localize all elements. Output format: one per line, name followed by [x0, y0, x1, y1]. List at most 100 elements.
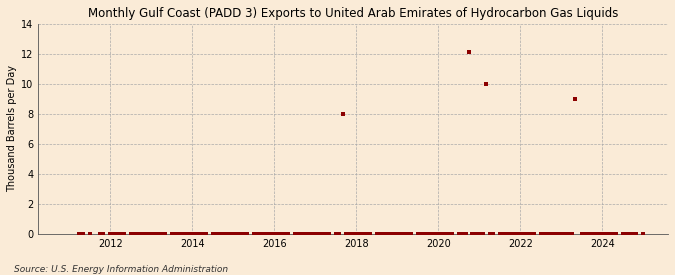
Point [269, 232, 279, 236]
Point [169, 232, 180, 236]
Point [433, 232, 443, 236]
Point [402, 232, 413, 236]
Point [443, 232, 454, 236]
Point [238, 232, 249, 236]
Point [348, 232, 358, 236]
Point [553, 232, 564, 236]
Point [406, 232, 416, 236]
Point [385, 232, 396, 236]
Point [74, 232, 85, 236]
Point [395, 232, 406, 236]
Point [354, 232, 365, 236]
Point [259, 232, 269, 236]
Point [317, 232, 327, 236]
Point [399, 232, 410, 236]
Point [590, 232, 601, 236]
Point [177, 232, 188, 236]
Point [426, 232, 437, 236]
Point [611, 232, 622, 236]
Point [197, 232, 208, 236]
Y-axis label: Thousand Barrels per Day: Thousand Barrels per Day [7, 65, 17, 192]
Point [252, 232, 263, 236]
Point [173, 232, 184, 236]
Point [341, 232, 352, 236]
Point [549, 232, 560, 236]
Point [539, 232, 549, 236]
Title: Monthly Gulf Coast (PADD 3) Exports to United Arab Emirates of Hydrocarbon Gas L: Monthly Gulf Coast (PADD 3) Exports to U… [88, 7, 618, 20]
Point [184, 232, 194, 236]
Point [467, 232, 478, 236]
Point [77, 232, 88, 236]
Point [440, 232, 451, 236]
Point [379, 232, 389, 236]
Point [282, 232, 293, 236]
Point [638, 232, 649, 236]
Point [255, 232, 266, 236]
Point [136, 232, 146, 236]
Point [487, 232, 498, 236]
Point [248, 232, 259, 236]
Point [344, 232, 354, 236]
Point [484, 232, 495, 236]
Point [522, 232, 533, 236]
Point [149, 232, 160, 236]
Point [95, 232, 105, 236]
Point [604, 232, 615, 236]
Point [159, 232, 170, 236]
Point [187, 232, 198, 236]
Point [416, 232, 427, 236]
Point [272, 232, 283, 236]
Point [470, 232, 481, 236]
Point [576, 232, 587, 236]
Point [111, 232, 122, 236]
Point [320, 232, 331, 236]
Point [525, 232, 536, 236]
Point [381, 232, 392, 236]
Point [115, 232, 126, 236]
Point [194, 232, 205, 236]
Point [436, 232, 447, 236]
Point [474, 232, 485, 236]
Point [139, 232, 150, 236]
Text: Source: U.S. Energy Information Administration: Source: U.S. Energy Information Administ… [14, 265, 227, 274]
Point [214, 232, 225, 236]
Point [597, 232, 608, 236]
Point [279, 232, 290, 236]
Point [454, 232, 464, 236]
Point [190, 232, 201, 236]
Point [262, 232, 273, 236]
Point [293, 232, 304, 236]
Point [358, 232, 369, 236]
Point [361, 232, 372, 236]
Point [518, 232, 529, 236]
Point [608, 232, 618, 236]
Point [211, 232, 221, 236]
Point [108, 232, 119, 236]
Point [631, 232, 642, 236]
Point [313, 232, 324, 236]
Point [477, 232, 488, 236]
Point [221, 232, 232, 236]
Point [412, 232, 423, 236]
Point [126, 232, 136, 236]
Point [460, 232, 471, 236]
Point [535, 232, 546, 236]
Point [300, 232, 310, 236]
Point [481, 82, 491, 86]
Point [231, 232, 242, 236]
Point [457, 232, 468, 236]
Point [296, 232, 307, 236]
Point [225, 232, 236, 236]
Point [276, 232, 287, 236]
Point [389, 232, 400, 236]
Point [392, 232, 403, 236]
Point [566, 232, 577, 236]
Point [310, 232, 321, 236]
Point [587, 232, 597, 236]
Point [306, 232, 317, 236]
Point [515, 232, 526, 236]
Point [217, 232, 228, 236]
Point [290, 232, 300, 236]
Point [132, 232, 143, 236]
Point [128, 232, 139, 236]
